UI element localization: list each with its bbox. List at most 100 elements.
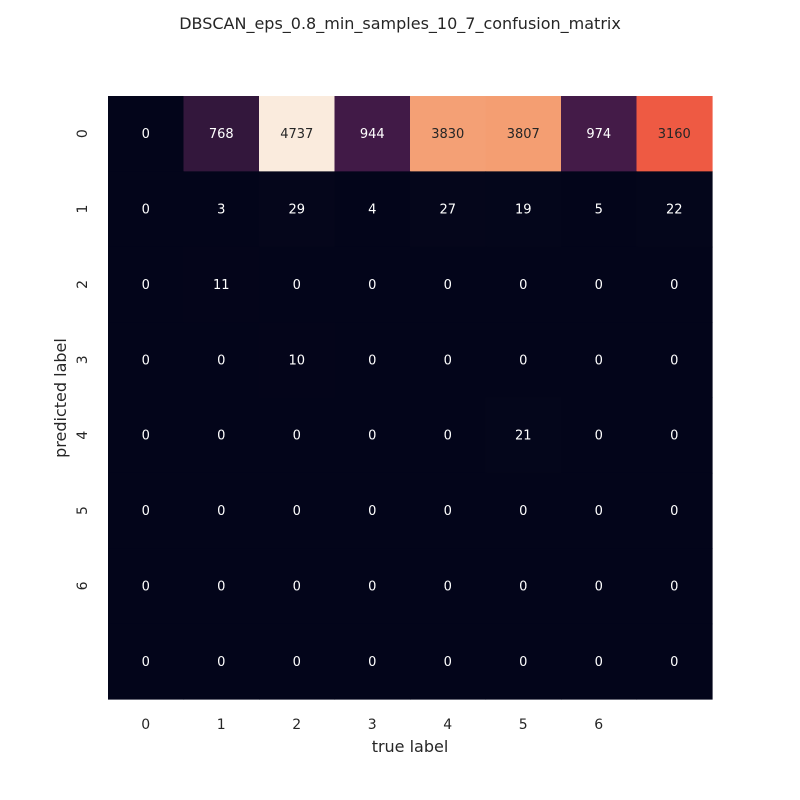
x-axis-label: true label [372, 737, 449, 756]
x-tick-label: 5 [519, 717, 528, 733]
cell-value-label: 0 [142, 203, 150, 218]
cell-value-label: 0 [519, 504, 527, 519]
cell-value-label: 0 [519, 655, 527, 670]
heatmap-cell [108, 96, 185, 172]
heatmap-cell [561, 397, 638, 474]
cell-value-label: 10 [288, 353, 305, 368]
heatmap-cell [636, 246, 713, 323]
cell-value-label: 4737 [280, 127, 313, 142]
cell-value-label: 5 [595, 203, 603, 218]
x-tick-label: 6 [594, 717, 603, 733]
x-tick-label: 4 [443, 717, 452, 733]
y-axis-label: predicted label [51, 338, 70, 458]
cell-value-label: 0 [217, 579, 225, 594]
heatmap-cell [561, 96, 638, 172]
heatmap-cell [636, 171, 713, 248]
y-tick-label: 5 [75, 506, 91, 515]
cell-value-label: 4 [368, 203, 376, 218]
heatmap-cell [108, 397, 185, 474]
heatmap-cell [108, 246, 185, 323]
cell-value-label: 0 [368, 504, 376, 519]
cell-value-label: 0 [142, 655, 150, 670]
heatmap-cell [485, 246, 562, 323]
cell-value-label: 0 [142, 579, 150, 594]
heatmap-cell [183, 246, 260, 323]
heatmap-cell [636, 397, 713, 474]
heatmap-cell [410, 472, 487, 549]
x-axis-ticks: 0 1 2 3 4 5 6 [141, 717, 603, 733]
heatmap-cell [259, 472, 336, 549]
heatmap-cell [259, 322, 336, 399]
heatmap-cell [334, 322, 411, 399]
heatmap-cell [259, 623, 336, 700]
cell-value-label: 0 [444, 655, 452, 670]
y-axis-ticks: 0 1 2 3 4 5 6 [75, 129, 91, 590]
cell-value-label: 944 [360, 127, 385, 142]
heatmap-cell [259, 246, 336, 323]
heatmap-cell [108, 171, 185, 248]
cell-value-label: 0 [444, 278, 452, 293]
heatmap-cell [183, 548, 260, 625]
heatmap-cell [636, 548, 713, 625]
heatmap-cell [485, 472, 562, 549]
heatmap-cell [410, 322, 487, 399]
heatmap-cell [561, 246, 638, 323]
cell-value-label: 0 [595, 504, 603, 519]
heatmap-cell [485, 548, 562, 625]
heatmap-cell [410, 548, 487, 625]
cell-value-label: 0 [670, 504, 678, 519]
y-tick-label: 0 [75, 129, 91, 138]
cell-value-label: 3830 [431, 127, 464, 142]
cell-value-label: 0 [217, 353, 225, 368]
heatmap-cell [183, 472, 260, 549]
cell-value-label: 0 [142, 353, 150, 368]
heatmap-cell [561, 322, 638, 399]
heatmap-cell [259, 96, 336, 172]
heatmap-cell [410, 96, 487, 172]
cell-value-label: 974 [586, 127, 611, 142]
heatmap-cell [485, 623, 562, 700]
cell-value-label: 0 [670, 429, 678, 444]
heatmap-grid: 0 768 4737 944 3830 3807 974 3160 0 3 29 4 27 19 5 22 0 1… [108, 96, 713, 700]
heatmap-cell [636, 322, 713, 399]
cell-value-label: 0 [368, 655, 376, 670]
y-tick-label: 2 [75, 280, 91, 289]
cell-value-label: 0 [368, 353, 376, 368]
cell-value-label: 21 [515, 429, 532, 444]
heatmap-cell [334, 472, 411, 549]
y-tick-label: 3 [75, 355, 91, 364]
cell-value-label: 0 [595, 278, 603, 293]
y-tick-label: 4 [75, 431, 91, 440]
cell-value-label: 0 [293, 504, 301, 519]
heatmap-cell [636, 472, 713, 549]
heatmap-cell [561, 472, 638, 549]
cell-value-label: 0 [293, 655, 301, 670]
heatmap-cell [410, 171, 487, 248]
cell-value-label: 0 [444, 579, 452, 594]
x-tick-label: 0 [141, 717, 150, 733]
heatmap-cell [636, 96, 713, 172]
chart-title: DBSCAN_eps_0.8_min_samples_10_7_confusio… [179, 14, 621, 34]
cell-value-label: 3 [217, 203, 225, 218]
heatmap-cell [183, 322, 260, 399]
cell-value-label: 0 [217, 655, 225, 670]
cell-value-label: 0 [670, 579, 678, 594]
heatmap-cell [183, 623, 260, 700]
cell-value-label: 0 [293, 429, 301, 444]
heatmap-cell [561, 623, 638, 700]
heatmap-cell [561, 548, 638, 625]
heatmap-cell [561, 171, 638, 248]
cell-value-label: 0 [217, 504, 225, 519]
x-tick-label: 1 [217, 717, 226, 733]
cell-value-label: 0 [142, 504, 150, 519]
heatmap-cell [183, 171, 260, 248]
heatmap-cell [636, 623, 713, 700]
cell-value-label: 29 [288, 203, 305, 218]
cell-value-label: 27 [439, 203, 456, 218]
heatmap-cell [410, 623, 487, 700]
heatmap-cell [485, 171, 562, 248]
heatmap-cell [108, 322, 185, 399]
cell-value-label: 0 [368, 579, 376, 594]
cell-value-label: 3807 [507, 127, 540, 142]
